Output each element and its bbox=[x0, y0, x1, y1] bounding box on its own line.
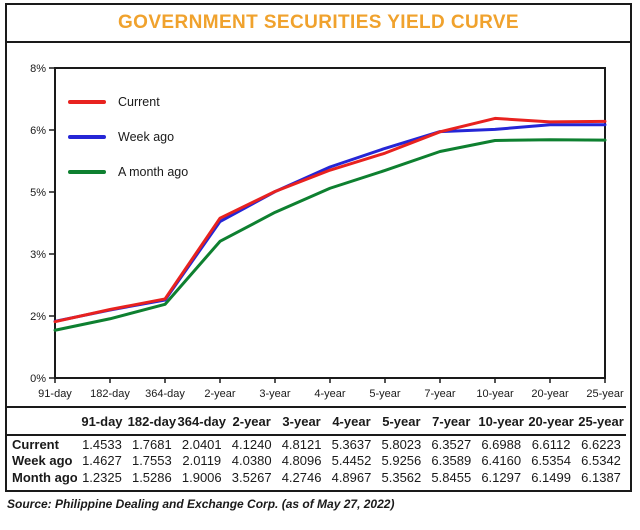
table-cell: 6.6223 bbox=[581, 436, 621, 452]
table-cell: 2.0119 bbox=[182, 453, 222, 468]
legend-label: Week ago bbox=[118, 130, 175, 144]
table-cell: 4.0380 bbox=[231, 453, 272, 468]
table-cell: 1.7681 bbox=[131, 436, 172, 452]
legend-item: Week ago bbox=[68, 129, 174, 145]
table-row-label: Current bbox=[12, 436, 59, 452]
table-cell: 5.8455 bbox=[431, 470, 472, 485]
chart-area: 0% 2% 3% 5% 6% 8% 91-day 182-day 364-day 2-year 3-… bbox=[7, 43, 626, 406]
table-header-cell: 25-year bbox=[578, 413, 624, 429]
table-cell: 6.1387 bbox=[581, 470, 621, 485]
table-cell: 4.8121 bbox=[281, 436, 322, 452]
table-cell: 1.4533 bbox=[82, 436, 122, 452]
x-tick-label: 25-year bbox=[586, 388, 624, 400]
table-header-cell bbox=[7, 407, 77, 435]
yield-curve-chart: 0% 2% 3% 5% 6% 8% 91-day 182-day 364-day 2-year 3-… bbox=[30, 63, 624, 400]
legend-label: A month ago bbox=[118, 165, 189, 179]
legend-swatch-icon bbox=[68, 170, 106, 174]
table-header-cell: 5-year bbox=[382, 413, 421, 429]
y-tick-label: 5% bbox=[30, 187, 46, 199]
table-header-cell: 3-year bbox=[282, 413, 321, 429]
table-cell: 6.3527 bbox=[431, 436, 472, 452]
table-cell: 6.6988 bbox=[481, 436, 522, 452]
table-header-cell: 4-year bbox=[332, 413, 371, 429]
x-tick-label: 10-year bbox=[476, 388, 514, 400]
y-tick-label: 6% bbox=[30, 125, 46, 137]
table-cell: 2.0401 bbox=[181, 436, 222, 452]
panel-border: GOVERNMENT SECURITIES YIELD CURVE 0% 2% 3%… bbox=[5, 3, 632, 492]
table-cell: 6.6112 bbox=[531, 436, 571, 452]
table-header-cell: 91-day bbox=[81, 413, 123, 429]
table-cell: 3.5267 bbox=[231, 470, 272, 485]
table-row: Current 1.4533 1.7681 2.0401 4.1240 4.8121 5.3… bbox=[7, 435, 626, 452]
x-tick-label: 91-day bbox=[38, 388, 72, 400]
table-header-cell: 10-year bbox=[478, 413, 524, 429]
table-cell: 1.9006 bbox=[181, 470, 222, 485]
table-cell: 5.3562 bbox=[381, 470, 422, 485]
table-cell: 6.5342 bbox=[581, 453, 621, 468]
x-tick-label: 20-year bbox=[531, 388, 569, 400]
table-cell: 6.3589 bbox=[431, 453, 472, 468]
x-tick-label: 364-day bbox=[145, 388, 185, 400]
table-cell: 6.4160 bbox=[481, 453, 522, 468]
table-row-label: Week ago bbox=[12, 453, 73, 468]
legend-label: Current bbox=[118, 95, 160, 109]
y-tick-label: 2% bbox=[30, 311, 46, 323]
table-cell: 5.8023 bbox=[381, 436, 422, 452]
table-header-cell: 182-day bbox=[127, 413, 177, 429]
table-cell: 6.1297 bbox=[481, 470, 522, 485]
x-tick-label: 2-year bbox=[204, 388, 236, 400]
table-cell: 4.1240 bbox=[231, 436, 272, 452]
x-tick-label: 5-year bbox=[369, 388, 401, 400]
x-tick-label: 3-year bbox=[259, 388, 291, 400]
page-title: GOVERNMENT SECURITIES YIELD CURVE bbox=[7, 5, 630, 43]
table-cell: 5.9256 bbox=[381, 453, 422, 468]
table-row-label: Month ago bbox=[12, 470, 77, 485]
table-cell: 5.4452 bbox=[331, 453, 372, 468]
table-header-cell: 7-year bbox=[432, 413, 471, 429]
table-cell: 5.3637 bbox=[331, 436, 372, 452]
legend-swatch-icon bbox=[68, 135, 106, 139]
series-line-a-month-ago bbox=[53, 138, 607, 332]
table-cell: 1.2325 bbox=[82, 470, 122, 485]
source-note: Source: Philippine Dealing and Exchange … bbox=[7, 497, 395, 511]
table-cell: 1.7553 bbox=[131, 453, 172, 468]
table-cell: 1.5286 bbox=[131, 470, 172, 485]
legend-item: A month ago bbox=[68, 164, 188, 180]
table-cell: 4.8967 bbox=[331, 470, 372, 485]
table-cell: 4.2746 bbox=[281, 470, 322, 485]
x-tick-label: 4-year bbox=[314, 388, 346, 400]
x-tick-label: 182-day bbox=[90, 388, 130, 400]
table-header-cell: 2-year bbox=[232, 413, 271, 429]
table-cell: 1.4627 bbox=[82, 453, 122, 468]
table-row: Week ago 1.4627 1.7553 2.0119 4.0380 4.8096 5.… bbox=[7, 452, 626, 469]
legend-item: Current bbox=[68, 94, 160, 110]
table-header-cell: 20-year bbox=[528, 413, 574, 429]
x-tick-label: 7-year bbox=[424, 388, 456, 400]
yield-table: 91-day 182-day 364-day 2-year 3-year 4-year 5-… bbox=[7, 406, 626, 486]
series-line-current bbox=[53, 116, 607, 324]
y-tick-label: 8% bbox=[30, 63, 46, 75]
y-tick-label: 3% bbox=[30, 249, 46, 261]
table-row: Month ago 1.2325 1.5286 1.9006 3.5267 4.2746 4… bbox=[7, 469, 626, 486]
legend-swatch-icon bbox=[68, 100, 106, 104]
chart-legend: Current Week ago A month ago bbox=[68, 43, 268, 223]
table-cell: 6.5354 bbox=[531, 453, 571, 468]
table-cell: 4.8096 bbox=[281, 453, 322, 468]
y-tick-label: 0% bbox=[30, 373, 46, 385]
table-cell: 6.1499 bbox=[531, 470, 571, 485]
table-header-cell: 364-day bbox=[177, 413, 226, 429]
